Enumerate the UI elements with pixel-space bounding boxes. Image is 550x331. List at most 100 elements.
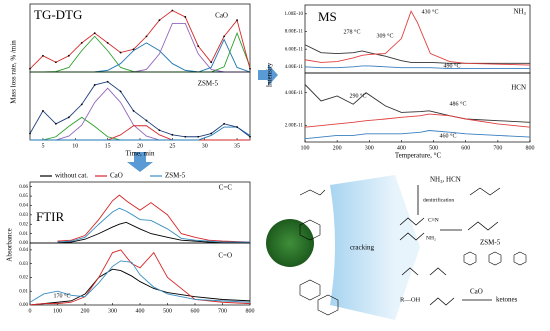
data-point <box>184 135 187 138</box>
molecule <box>401 267 419 276</box>
data-point <box>197 45 200 47</box>
scheme: cracking NH₃, HCN denitrification C≡N NH… <box>266 175 527 320</box>
legend-label: CaO <box>110 172 123 180</box>
data-point <box>54 61 57 64</box>
products-label: NH₃, HCN <box>430 176 461 184</box>
data-line <box>29 249 251 306</box>
data-line <box>30 87 250 141</box>
x-tick-label: 400 <box>136 308 145 314</box>
data-line <box>29 9 251 70</box>
annotation: 460 °C <box>440 132 457 139</box>
catalyst-1-label: ZSM-5 <box>480 239 501 247</box>
alcohol-label: R—OH <box>400 296 421 303</box>
data-point <box>184 16 187 18</box>
process-label: cracking <box>350 244 375 252</box>
step-label: denitrification <box>423 196 454 203</box>
data-point <box>80 103 83 106</box>
data-point <box>210 132 213 135</box>
data-point <box>29 132 31 135</box>
x-tick-label: 15 <box>105 143 111 149</box>
data-point <box>236 126 238 128</box>
data-line <box>304 113 531 128</box>
catalyst-image <box>266 219 314 267</box>
arrow <box>127 152 153 172</box>
annotation: C=O <box>218 252 232 260</box>
data-line <box>57 194 251 243</box>
annotation: 430 °C <box>422 8 439 15</box>
y-axis-label: Intensity <box>266 62 274 87</box>
data-line <box>30 22 250 73</box>
molecule <box>469 187 501 196</box>
data-point <box>42 54 44 57</box>
molecule <box>399 217 425 226</box>
data-line <box>29 268 251 306</box>
data-point <box>210 61 213 64</box>
x-tick-label: 800 <box>246 308 255 314</box>
y-tick-label: 0.02 <box>19 222 28 227</box>
molecule <box>429 267 447 276</box>
panel-title: FTIR <box>36 209 65 224</box>
y-tick-label: 8.00E-11 <box>285 30 304 35</box>
x-tick-label: 100 <box>301 145 310 151</box>
x-tick-label: 20 <box>137 143 143 149</box>
x-tick-label: 600 <box>191 308 200 314</box>
annotation: ZSM-5 <box>198 80 219 88</box>
y-tick-label: 0.00 <box>19 241 28 246</box>
y-tick-label: 0.06 <box>19 185 28 190</box>
y-axis-label: Mass loss rate, % /min <box>10 40 18 104</box>
legend-label: without cat. <box>55 172 88 180</box>
data-point <box>67 54 70 57</box>
x-tick-label: 5 <box>41 143 44 149</box>
data-point <box>145 119 148 122</box>
y-tick-label: 4.00E-11 <box>285 91 304 96</box>
x-axis-label: Temperature, °C <box>395 152 442 160</box>
data-line <box>304 130 531 140</box>
data-point <box>197 135 200 138</box>
data-line <box>30 126 251 141</box>
x-axis-label: Time, min <box>126 150 155 158</box>
catalyst-2-label: CaO <box>470 288 483 296</box>
data-point <box>67 116 70 119</box>
x-tick-label: 700 <box>493 145 502 151</box>
cracking-arrow <box>330 175 395 320</box>
x-tick-label: 300 <box>108 308 117 314</box>
y-tick-label: 4.00E-11 <box>285 65 304 70</box>
y-tick-label: 0.04 <box>19 204 28 209</box>
x-tick-label: 200 <box>81 308 90 314</box>
data-point <box>54 122 57 125</box>
y-axis-label: Absorbance <box>6 228 14 261</box>
y-tick-label: 0.04 <box>19 248 28 253</box>
data-line <box>57 207 250 243</box>
annotation: 490 °C <box>444 62 461 69</box>
data-point <box>145 35 148 38</box>
data-line <box>304 10 531 66</box>
data-point <box>223 35 226 38</box>
x-tick-label: 300 <box>365 145 374 151</box>
plot-frame <box>304 72 531 143</box>
x-tick-label: 400 <box>397 145 406 151</box>
x-tick-label: 600 <box>461 145 470 151</box>
data-point <box>29 67 31 70</box>
annotation: NH₃ <box>513 8 526 16</box>
y-tick-label: 6.00E-11 <box>285 47 304 52</box>
data-line <box>30 42 250 73</box>
x-tick-label: 800 <box>526 145 535 151</box>
data-point <box>158 129 161 132</box>
y-tick-label: 0.02 <box>19 276 28 281</box>
nitrile-label: C≡N <box>428 217 439 223</box>
panel-title: MS <box>318 9 337 24</box>
y-tick-label: 2.00E-11 <box>285 124 304 129</box>
data-point <box>93 84 96 86</box>
data-point <box>249 135 251 138</box>
annotation: 290 °C <box>350 92 367 99</box>
data-line <box>30 38 251 73</box>
molecule <box>467 221 499 231</box>
result-label: ketones <box>496 296 518 304</box>
x-tick-label: 500 <box>163 308 172 314</box>
data-line <box>304 44 530 64</box>
data-line <box>304 84 531 123</box>
x-tick-label: 100 <box>53 308 62 314</box>
y-tick-label: 1.00E-10 <box>285 12 304 17</box>
data-point <box>249 67 251 70</box>
